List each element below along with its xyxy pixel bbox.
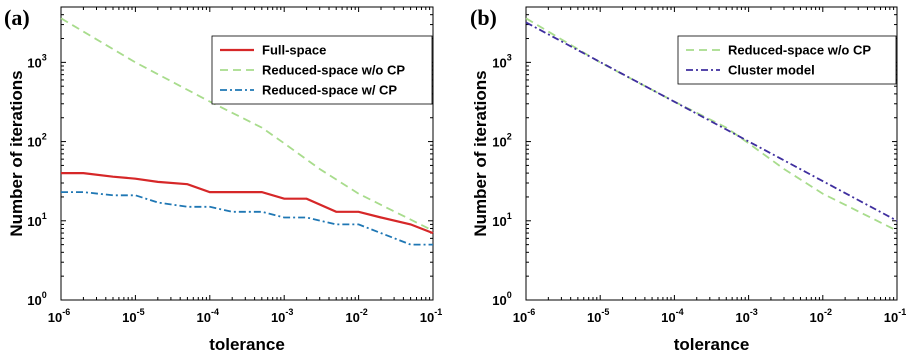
- panel-label: (b): [470, 5, 497, 30]
- x-tick-label: 10-1: [420, 307, 442, 325]
- y-tick-label: 102: [492, 132, 511, 150]
- legend-entry: Reduced-space w/o CP: [262, 63, 405, 78]
- panel-label: (a): [4, 5, 30, 30]
- series-line-2: [60, 17, 434, 232]
- x-tick-label: 10-4: [661, 307, 683, 325]
- legend-box: [677, 35, 897, 85]
- x-tick-label: 10-3: [735, 307, 757, 325]
- legend-entry: Reduced-space w/o CP: [728, 43, 871, 58]
- x-tick-label: 10-2: [345, 307, 367, 325]
- legend: Reduced-space w/o CP Cluster model: [677, 35, 897, 85]
- y-axis-label: Number of iterations: [471, 70, 490, 236]
- x-tick-label: 10-2: [810, 307, 832, 325]
- x-tick-label: 10-6: [48, 307, 70, 325]
- x-tick-label: 10-4: [197, 307, 219, 325]
- y-tick-label: 103: [492, 52, 511, 70]
- legend: Full-space Reduced-space w/o CP Reduced-sp…: [211, 35, 433, 105]
- x-axis-label: tolerance: [674, 335, 750, 354]
- x-tick-label: 10-5: [122, 307, 144, 325]
- x-tick-label: 10-3: [271, 307, 293, 325]
- legend-entry: Reduced-space w/ CP: [262, 83, 397, 98]
- series-line-1: [61, 172, 434, 235]
- y-tick-label: 101: [27, 211, 46, 229]
- chart-panel-1: 10-6 10-5 10-4 10-3 10-2 10-1 100 101 102 103 tole…: [4, 5, 442, 354]
- series-line-1: [525, 17, 898, 232]
- y-tick-label: 100: [492, 290, 511, 308]
- y-axis-label: Number of iterations: [7, 70, 26, 236]
- chart-panel-2: 10-6 10-5 10-4 10-3 10-2 10-1 100 101 102 103 tole…: [470, 5, 906, 354]
- legend-entry: Full-space: [262, 43, 326, 58]
- y-tick-label: 101: [492, 211, 511, 229]
- x-tick-label: 10-6: [513, 307, 535, 325]
- x-tick-label: 10-5: [587, 307, 609, 325]
- y-tick-label: 100: [27, 290, 46, 308]
- y-tick-label: 103: [27, 52, 46, 70]
- y-tick-label: 102: [27, 132, 46, 150]
- series-line-2: [525, 21, 898, 222]
- legend-entry: Cluster model: [728, 63, 815, 78]
- x-tick-label: 10-1: [884, 307, 906, 325]
- series-line-3: [61, 191, 433, 246]
- x-axis-label: tolerance: [209, 335, 285, 354]
